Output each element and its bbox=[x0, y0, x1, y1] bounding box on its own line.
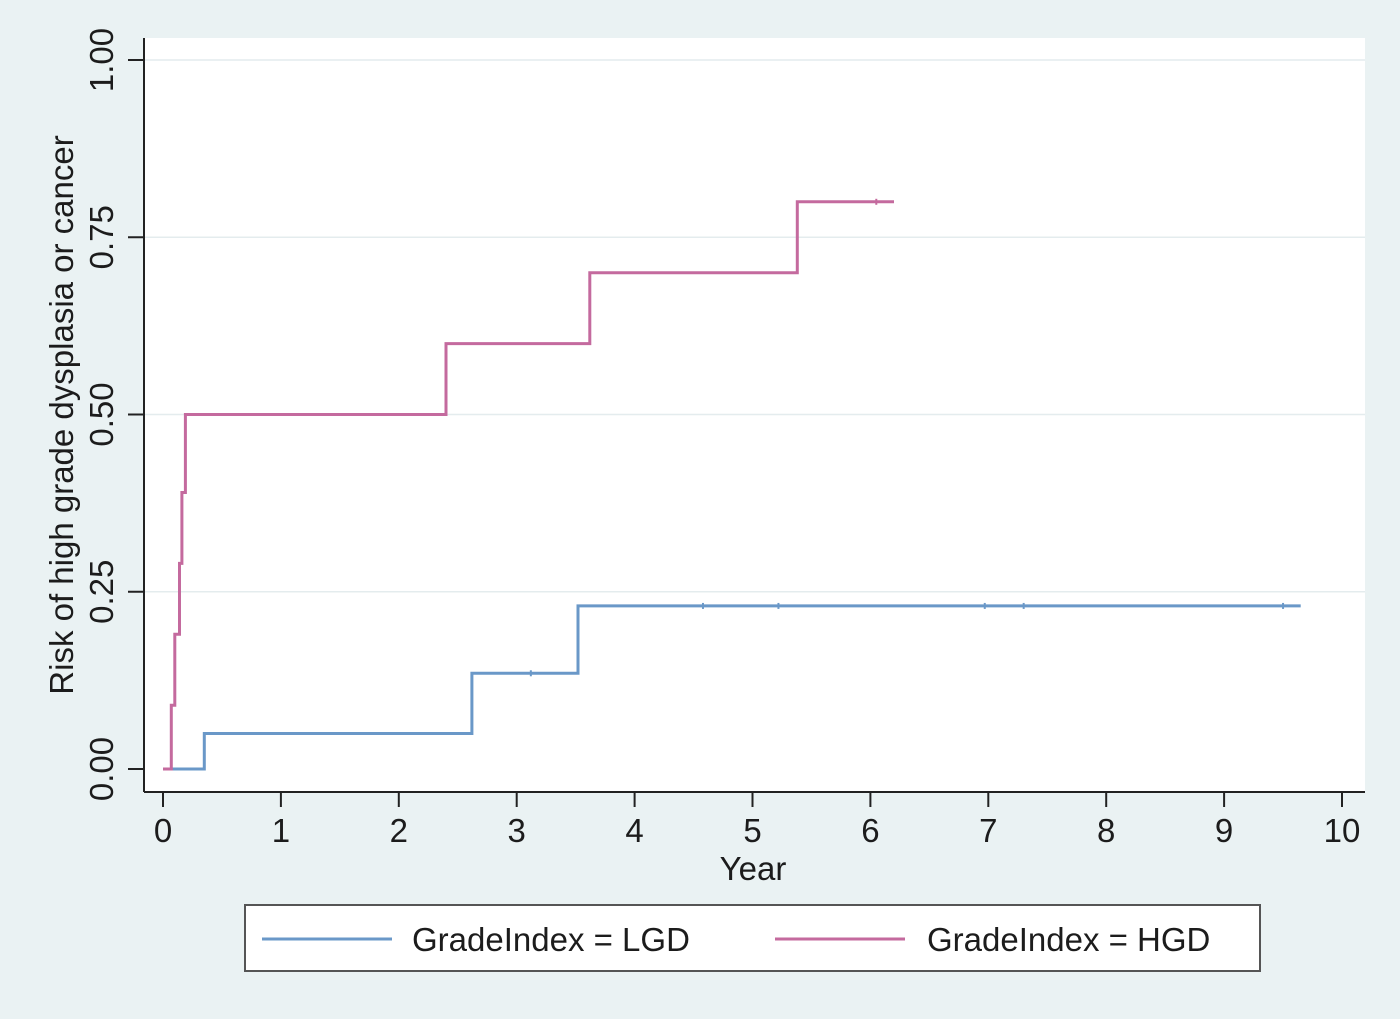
x-tick-label: 5 bbox=[743, 812, 761, 849]
x-tick-label: 6 bbox=[861, 812, 879, 849]
y-tick-label: 1.00 bbox=[83, 28, 120, 92]
y-axis-title: Risk of high grade dysplasia or cancer bbox=[43, 135, 80, 694]
x-tick-label: 8 bbox=[1097, 812, 1115, 849]
x-tick-label: 7 bbox=[979, 812, 997, 849]
legend-label-lgd: GradeIndex = LGD bbox=[412, 921, 690, 958]
x-tick-label: 10 bbox=[1324, 812, 1361, 849]
series-line-hgd bbox=[163, 200, 894, 771]
legend-label-hgd: GradeIndex = HGD bbox=[927, 921, 1210, 958]
ticks: 0.00 0.25 0.50 0.75 1.00 0 1 2 3 4 5 6 7 8 9 10 bbox=[83, 28, 1360, 849]
legend-box bbox=[244, 904, 1261, 972]
x-tick-label: 1 bbox=[272, 812, 290, 849]
y-tick-label: 0.00 bbox=[83, 737, 120, 801]
x-tick-label: 9 bbox=[1215, 812, 1233, 849]
x-tick-label: 2 bbox=[390, 812, 408, 849]
y-tick-label: 0.75 bbox=[83, 205, 120, 269]
y-tick-label: 0.50 bbox=[83, 382, 120, 446]
series-line-lgd bbox=[163, 604, 1301, 771]
x-axis-title: Year bbox=[720, 850, 787, 887]
x-tick-label: 0 bbox=[154, 812, 172, 849]
x-tick-label: 4 bbox=[625, 812, 643, 849]
legend: GradeIndex = LGD GradeIndex = HGD bbox=[244, 904, 1261, 972]
y-tick-label: 0.25 bbox=[83, 560, 120, 624]
x-tick-label: 3 bbox=[508, 812, 526, 849]
series bbox=[163, 198, 1301, 771]
